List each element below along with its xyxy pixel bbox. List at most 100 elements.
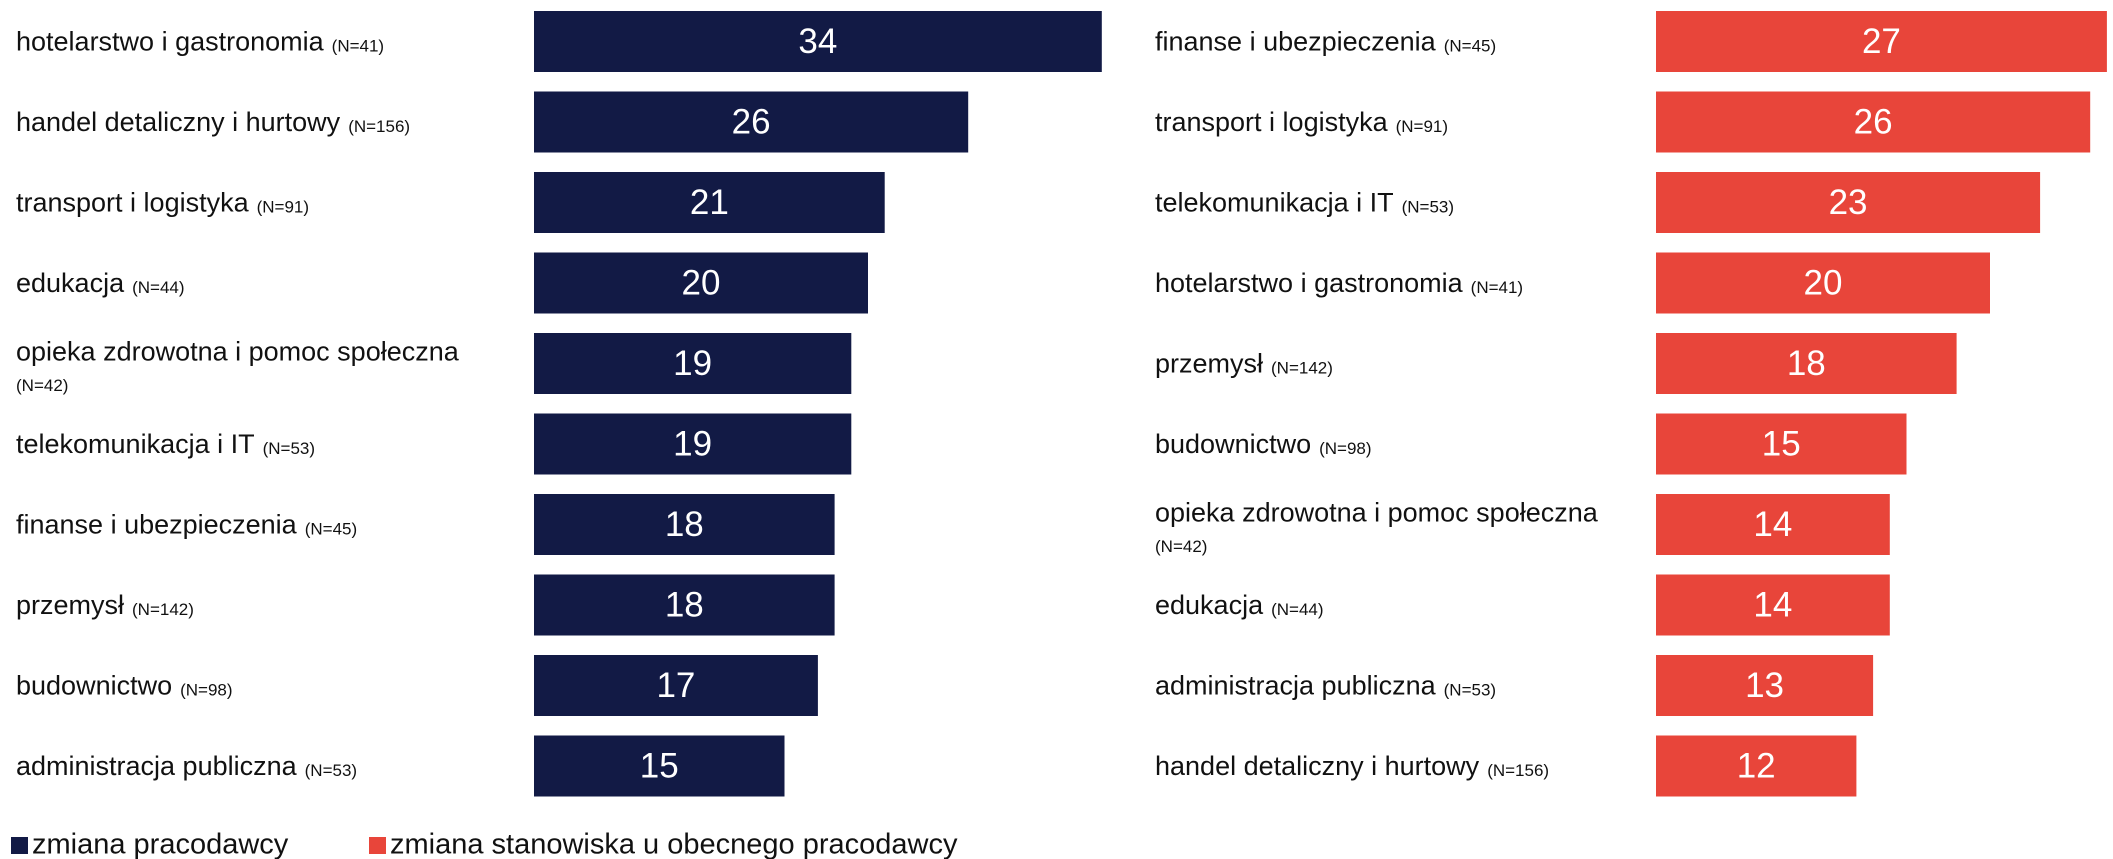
sample-size: (N=142) xyxy=(1271,359,1333,378)
category-label: telekomunikacja i IT (N=53) xyxy=(1155,188,1454,218)
category-name: budownictwo xyxy=(16,671,172,701)
bar xyxy=(1656,655,1874,716)
category-name: opieka zdrowotna i pomoc społeczna xyxy=(1155,498,1599,528)
category-label: transport i logistyka (N=91) xyxy=(16,188,309,218)
category-name: budownictwo xyxy=(1155,429,1311,459)
category-label: finanse i ubezpieczenia (N=45) xyxy=(1155,27,1496,57)
value-label: 19 xyxy=(673,424,712,463)
category-label: handel detaliczny i hurtowy (N=156) xyxy=(16,107,410,137)
value-label: 20 xyxy=(682,263,721,302)
category-label: hotelarstwo i gastronomia (N=41) xyxy=(16,27,384,57)
category-name: transport i logistyka xyxy=(16,188,250,218)
value-label: 15 xyxy=(1762,424,1801,463)
value-label: 27 xyxy=(1862,22,1901,61)
sample-size: (N=142) xyxy=(132,600,194,619)
bar xyxy=(1656,574,1890,636)
category-name: transport i logistyka xyxy=(1155,107,1389,137)
category-label: opieka zdrowotna i pomoc społeczna xyxy=(16,337,460,367)
category-name: edukacja xyxy=(1155,590,1264,620)
sample-size: (N=53) xyxy=(1402,198,1454,217)
value-label: 21 xyxy=(690,183,729,222)
sample-size: (N=44) xyxy=(132,278,184,297)
category-label: edukacja (N=44) xyxy=(1155,590,1324,620)
category-label: hotelarstwo i gastronomia (N=41) xyxy=(1155,268,1523,298)
bar xyxy=(1656,11,2107,72)
bar xyxy=(1656,735,1857,797)
value-label: 14 xyxy=(1753,585,1792,624)
bar xyxy=(1656,413,1907,475)
category-label: handel detaliczny i hurtowy (N=156) xyxy=(1155,751,1549,781)
sample-size: (N=53) xyxy=(305,761,357,780)
category-name: finanse i ubezpieczenia xyxy=(16,510,298,540)
bar xyxy=(534,655,818,716)
category-label: transport i logistyka (N=91) xyxy=(1155,107,1448,137)
value-label: 34 xyxy=(798,22,837,61)
bar xyxy=(534,494,835,555)
bar xyxy=(534,333,852,394)
value-label: 18 xyxy=(665,585,704,624)
sample-size: (N=91) xyxy=(1396,117,1448,136)
sample-size: (N=156) xyxy=(1487,761,1549,780)
category-name: telekomunikacja i IT xyxy=(16,429,255,459)
category-name: hotelarstwo i gastronomia xyxy=(1155,268,1464,298)
category-label: administracja publiczna (N=53) xyxy=(16,751,357,781)
category-label: opieka zdrowotna i pomoc społeczna xyxy=(1155,498,1599,528)
sample-size: (N=98) xyxy=(180,681,232,700)
sample-size: (N=42) xyxy=(16,376,68,395)
bar xyxy=(534,735,785,797)
value-label: 13 xyxy=(1745,666,1784,705)
sample-size: (N=42) xyxy=(1155,537,1207,556)
category-label: edukacja (N=44) xyxy=(16,268,185,298)
bar xyxy=(534,91,969,153)
bar xyxy=(1656,252,1990,314)
category-name: hotelarstwo i gastronomia xyxy=(16,27,325,57)
sample-size: (N=41) xyxy=(1471,278,1523,297)
category-label: budownictwo (N=98) xyxy=(16,671,233,701)
sample-size: (N=156) xyxy=(348,117,410,136)
sample-size: (N=45) xyxy=(1444,37,1496,56)
category-label: telekomunikacja i IT (N=53) xyxy=(16,429,315,459)
sample-size: (N=53) xyxy=(263,439,315,458)
category-name: handel detaliczny i hurtowy xyxy=(16,107,341,137)
sample-size: (N=98) xyxy=(1319,439,1371,458)
category-name: przemysł xyxy=(1155,349,1263,379)
bar xyxy=(534,172,885,233)
category-label: przemysł (N=142) xyxy=(16,590,194,620)
value-label: 17 xyxy=(656,666,695,705)
legend-label: zmiana pracodawcy xyxy=(32,829,289,859)
category-name: administracja publiczna xyxy=(1155,671,1437,701)
bar xyxy=(1656,333,1957,394)
value-label: 14 xyxy=(1753,505,1792,544)
category-name: przemysł xyxy=(16,590,124,620)
bar xyxy=(534,11,1102,72)
category-label: przemysł (N=142) xyxy=(1155,349,1333,379)
value-label: 12 xyxy=(1737,746,1776,785)
sample-size: (N=53) xyxy=(1444,681,1496,700)
category-name: administracja publiczna xyxy=(16,751,298,781)
value-label: 18 xyxy=(1787,344,1826,383)
value-label: 26 xyxy=(1854,102,1893,141)
legend-swatch xyxy=(369,837,386,854)
sample-size: (N=41) xyxy=(332,37,384,56)
bar xyxy=(1656,91,2091,153)
category-name: telekomunikacja i IT xyxy=(1155,188,1394,218)
category-name: edukacja xyxy=(16,268,125,298)
bar xyxy=(534,252,868,314)
category-name: finanse i ubezpieczenia xyxy=(1155,27,1437,57)
category-name: opieka zdrowotna i pomoc społeczna xyxy=(16,337,460,367)
sample-size: (N=91) xyxy=(257,198,309,217)
value-label: 20 xyxy=(1804,263,1843,302)
bar xyxy=(534,413,852,475)
sample-size: (N=44) xyxy=(1271,600,1323,619)
bar xyxy=(534,574,835,636)
value-label: 15 xyxy=(640,746,679,785)
legend-label: zmiana stanowiska u obecnego pracodawcy xyxy=(390,829,958,859)
sample-size: (N=45) xyxy=(305,520,357,539)
value-label: 26 xyxy=(732,102,771,141)
bar xyxy=(1656,494,1890,555)
value-label: 18 xyxy=(665,505,704,544)
category-name: handel detaliczny i hurtowy xyxy=(1155,751,1480,781)
value-label: 23 xyxy=(1829,183,1868,222)
category-label: administracja publiczna (N=53) xyxy=(1155,671,1496,701)
legend-swatch xyxy=(11,837,28,854)
